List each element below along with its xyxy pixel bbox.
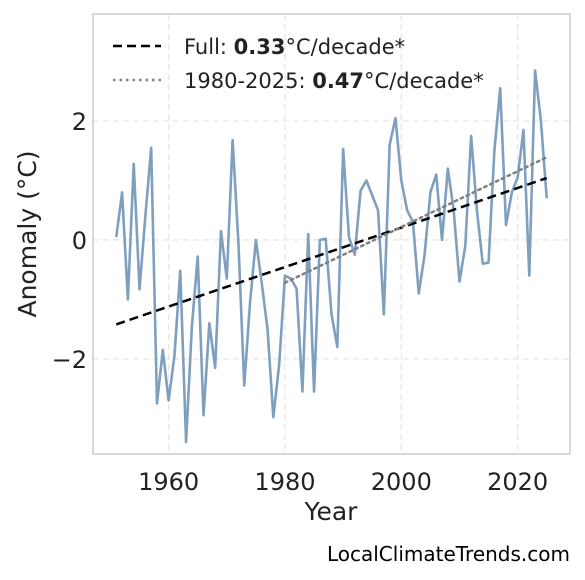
x-tick-label: 2020 xyxy=(487,468,548,496)
x-axis-ticks: 1960 1980 2000 2020 xyxy=(138,468,548,496)
credit-text: LocalClimateTrends.com xyxy=(327,542,570,566)
legend: Full: 0.33°C/decade* 1980-2025: 0.47°C/d… xyxy=(113,35,484,93)
plot-area xyxy=(114,69,549,444)
grid xyxy=(93,14,570,454)
legend-label-recent: 1980-2025: 0.47°C/decade* xyxy=(184,69,484,93)
x-tick-label: 2000 xyxy=(371,468,432,496)
series-observed xyxy=(114,69,549,444)
legend-recent-prefix: 1980-2025: xyxy=(184,69,312,93)
y-tick-label: −2 xyxy=(52,346,87,374)
legend-full-value: 0.33 xyxy=(234,35,286,59)
legend-full-prefix: Full: xyxy=(184,35,234,59)
y-axis-title: Anomaly (°C) xyxy=(13,150,42,317)
y-tick-label: 0 xyxy=(72,227,87,255)
x-axis-title: Year xyxy=(304,497,359,526)
y-axis-ticks: −2 0 2 xyxy=(52,108,87,374)
series-trend-full xyxy=(115,176,548,326)
series-layer xyxy=(114,69,549,444)
y-tick-label: 2 xyxy=(72,108,87,136)
x-tick-label: 1960 xyxy=(138,468,199,496)
legend-full-suffix: °C/decade* xyxy=(286,35,406,59)
x-tick-label: 1980 xyxy=(254,468,315,496)
plot-frame xyxy=(92,13,571,455)
legend-recent-suffix: °C/decade* xyxy=(364,69,484,93)
series-trend-recent xyxy=(283,156,548,285)
legend-recent-value: 0.47 xyxy=(312,69,364,93)
legend-label-full: Full: 0.33°C/decade* xyxy=(184,35,405,59)
